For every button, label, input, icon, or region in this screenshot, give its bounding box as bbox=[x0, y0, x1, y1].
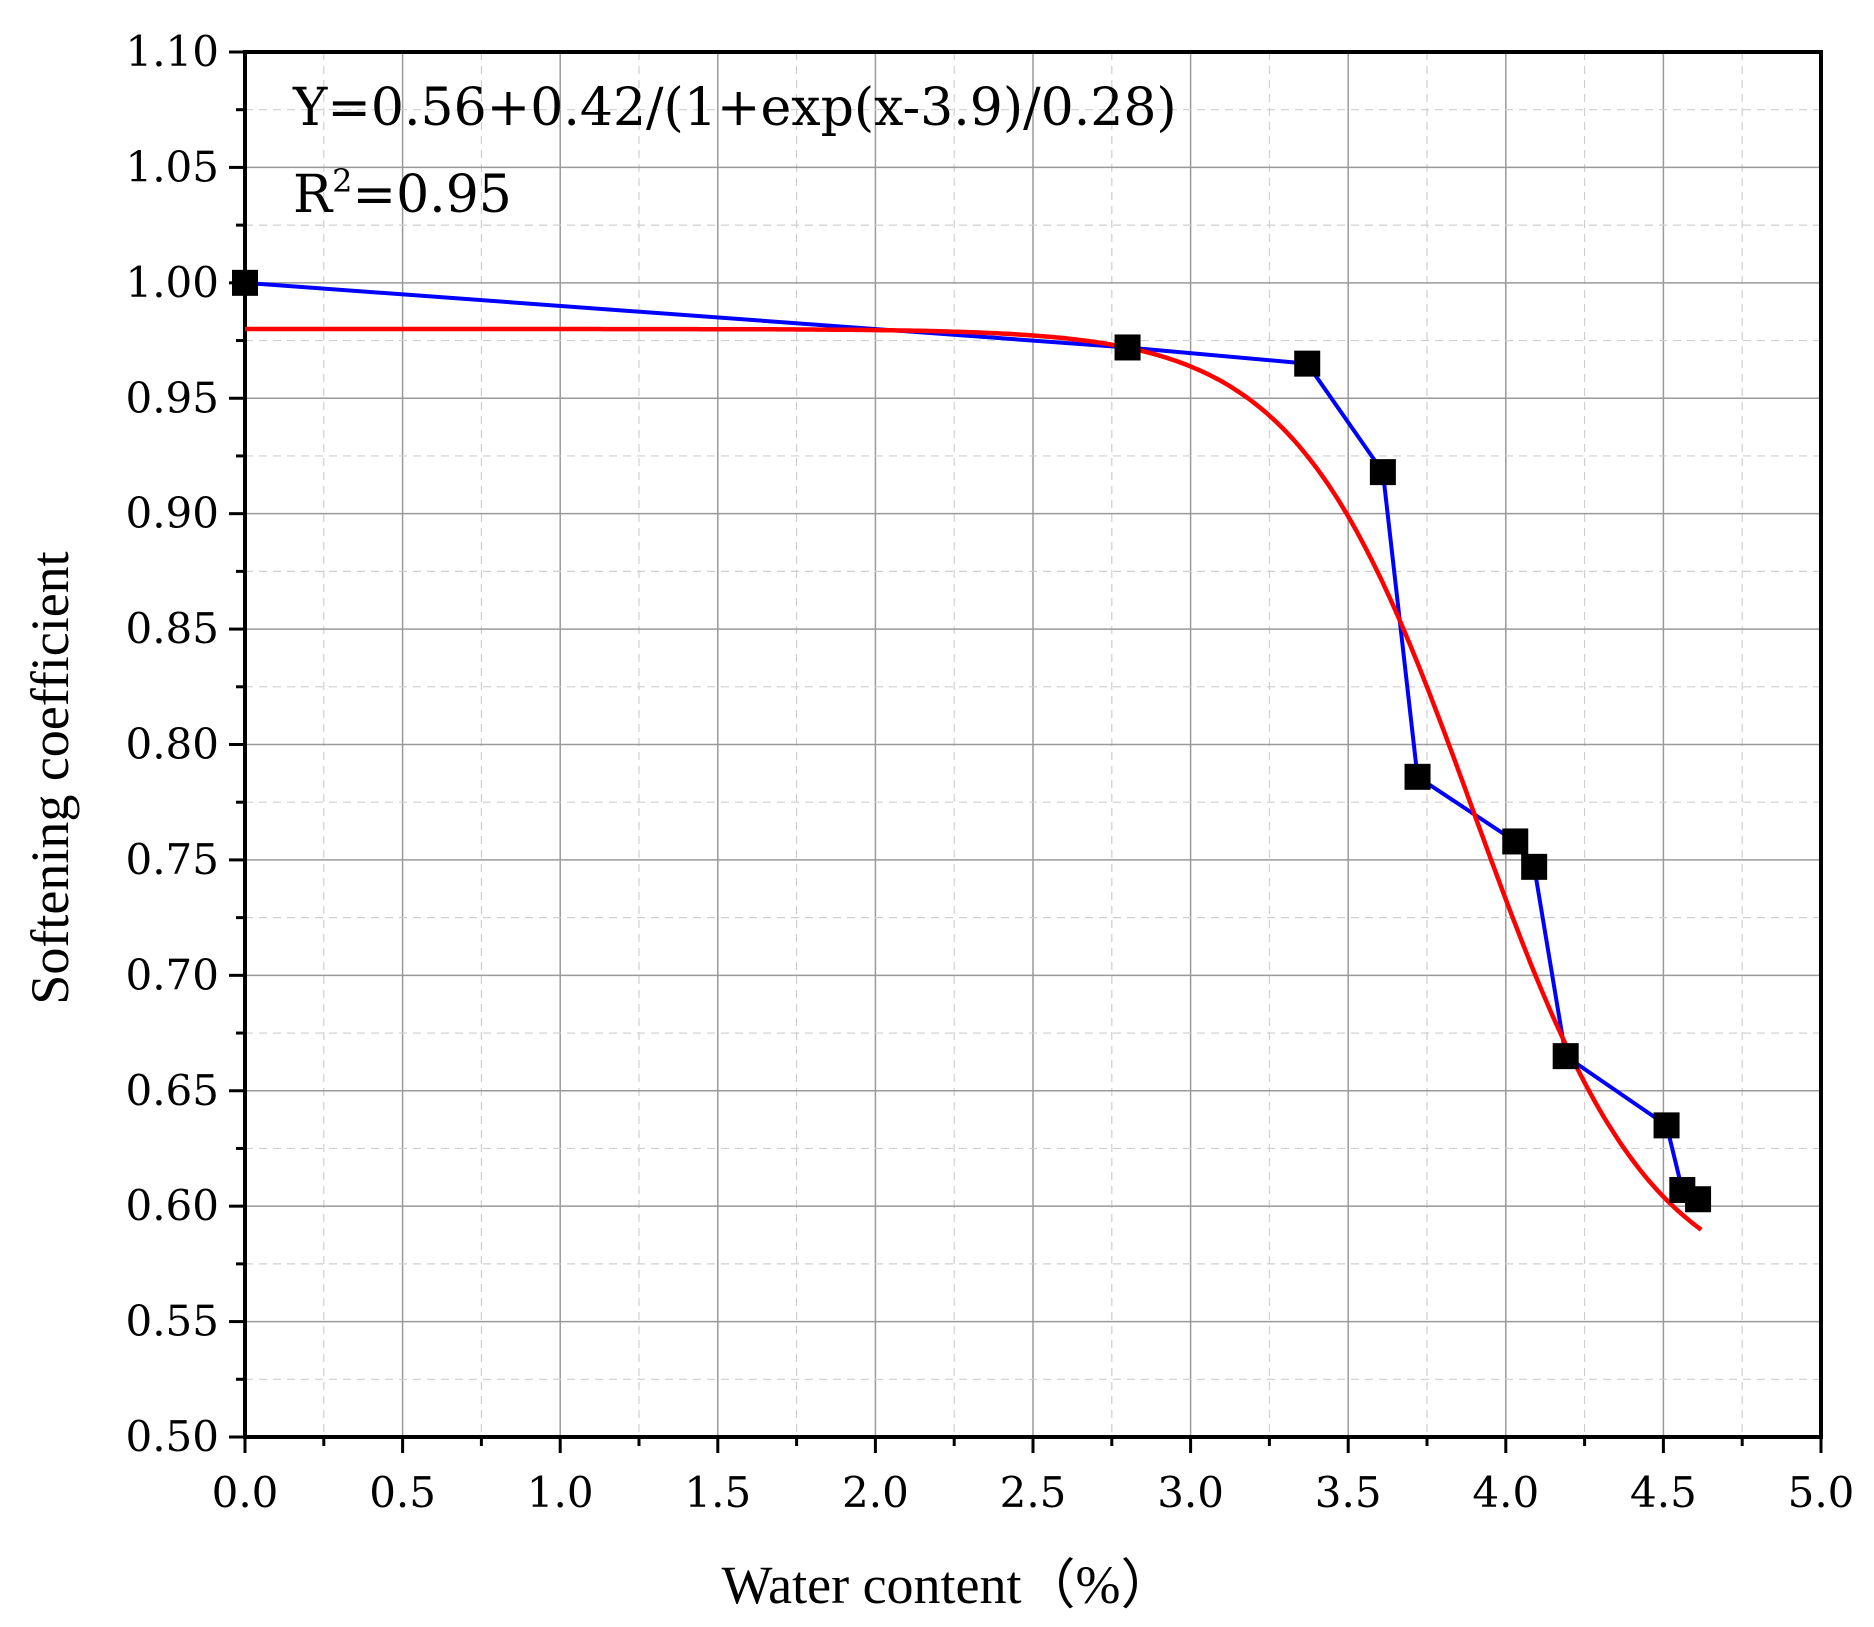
y-tick-label: 0.60 bbox=[125, 1181, 219, 1230]
grid bbox=[244, 51, 1822, 1438]
y-tick-labels: 0.50 0.55 0.60 0.65 0.70 0.75 0.80 0.85 0.90 0.95… bbox=[125, 27, 219, 1461]
y-tick-label: 1.00 bbox=[125, 258, 219, 307]
data-point bbox=[232, 269, 258, 296]
x-tick-label: 5.0 bbox=[1788, 1468, 1855, 1517]
x-tick-label: 2.0 bbox=[842, 1468, 909, 1517]
y-tick-label: 0.90 bbox=[125, 489, 219, 538]
y-axis-title: Softening coefficient bbox=[20, 551, 80, 1004]
x-tick-label: 0.0 bbox=[212, 1468, 279, 1517]
data-point bbox=[1552, 1043, 1579, 1070]
data-point bbox=[1685, 1186, 1712, 1213]
data-point bbox=[1653, 1112, 1680, 1139]
y-tick-label: 0.55 bbox=[125, 1297, 219, 1346]
r-squared-superscript: 2 bbox=[332, 162, 352, 200]
x-tick-label: 3.5 bbox=[1315, 1468, 1382, 1517]
x-tick-label: 2.5 bbox=[1000, 1468, 1067, 1517]
x-tick-label: 1.5 bbox=[684, 1468, 751, 1517]
data-point bbox=[1369, 459, 1396, 486]
axis-ticks bbox=[229, 50, 1823, 1453]
y-tick-label: 0.65 bbox=[125, 1066, 219, 1115]
r-squared-value: =0.95 bbox=[353, 165, 512, 225]
data-point bbox=[1404, 763, 1431, 790]
y-tick-label: 1.10 bbox=[125, 27, 219, 76]
y-tick-label: 0.80 bbox=[125, 720, 219, 769]
x-tick-label: 1.0 bbox=[527, 1468, 594, 1517]
y-tick-label: 0.85 bbox=[125, 604, 219, 653]
data-point bbox=[1294, 350, 1321, 377]
y-tick-label: 0.50 bbox=[125, 1412, 219, 1461]
y-tick-label: 0.75 bbox=[125, 835, 219, 884]
data-series-line bbox=[244, 280, 1700, 1201]
x-tick-label: 4.0 bbox=[1472, 1468, 1539, 1517]
y-tick-label: 0.70 bbox=[125, 950, 219, 999]
x-axis-title: Water content（%） bbox=[722, 1555, 1175, 1615]
x-tick-label: 4.5 bbox=[1630, 1468, 1697, 1517]
series-polyline bbox=[244, 280, 1700, 1201]
data-point bbox=[1502, 828, 1529, 855]
data-point bbox=[1521, 853, 1548, 880]
x-tick-label: 3.0 bbox=[1157, 1468, 1224, 1517]
r-squared: R2=0.95 bbox=[293, 162, 512, 225]
data-point bbox=[1114, 334, 1141, 361]
fit-curve bbox=[245, 326, 1703, 1232]
y-tick-label: 0.95 bbox=[125, 373, 219, 422]
fit-curve-path bbox=[245, 326, 1703, 1232]
r-squared-prefix: R bbox=[293, 165, 334, 225]
x-tick-label: 0.5 bbox=[369, 1468, 436, 1517]
fit-equation: Y=0.56+0.42/(1+exp(x-3.9)/0.28) bbox=[292, 78, 1177, 138]
x-tick-labels: 0.0 0.5 1.0 1.5 2.0 2.5 3.0 3.5 4.0 4.5 5.0 bbox=[212, 1468, 1855, 1517]
data-markers bbox=[232, 269, 1712, 1213]
y-tick-label: 1.05 bbox=[125, 142, 219, 191]
